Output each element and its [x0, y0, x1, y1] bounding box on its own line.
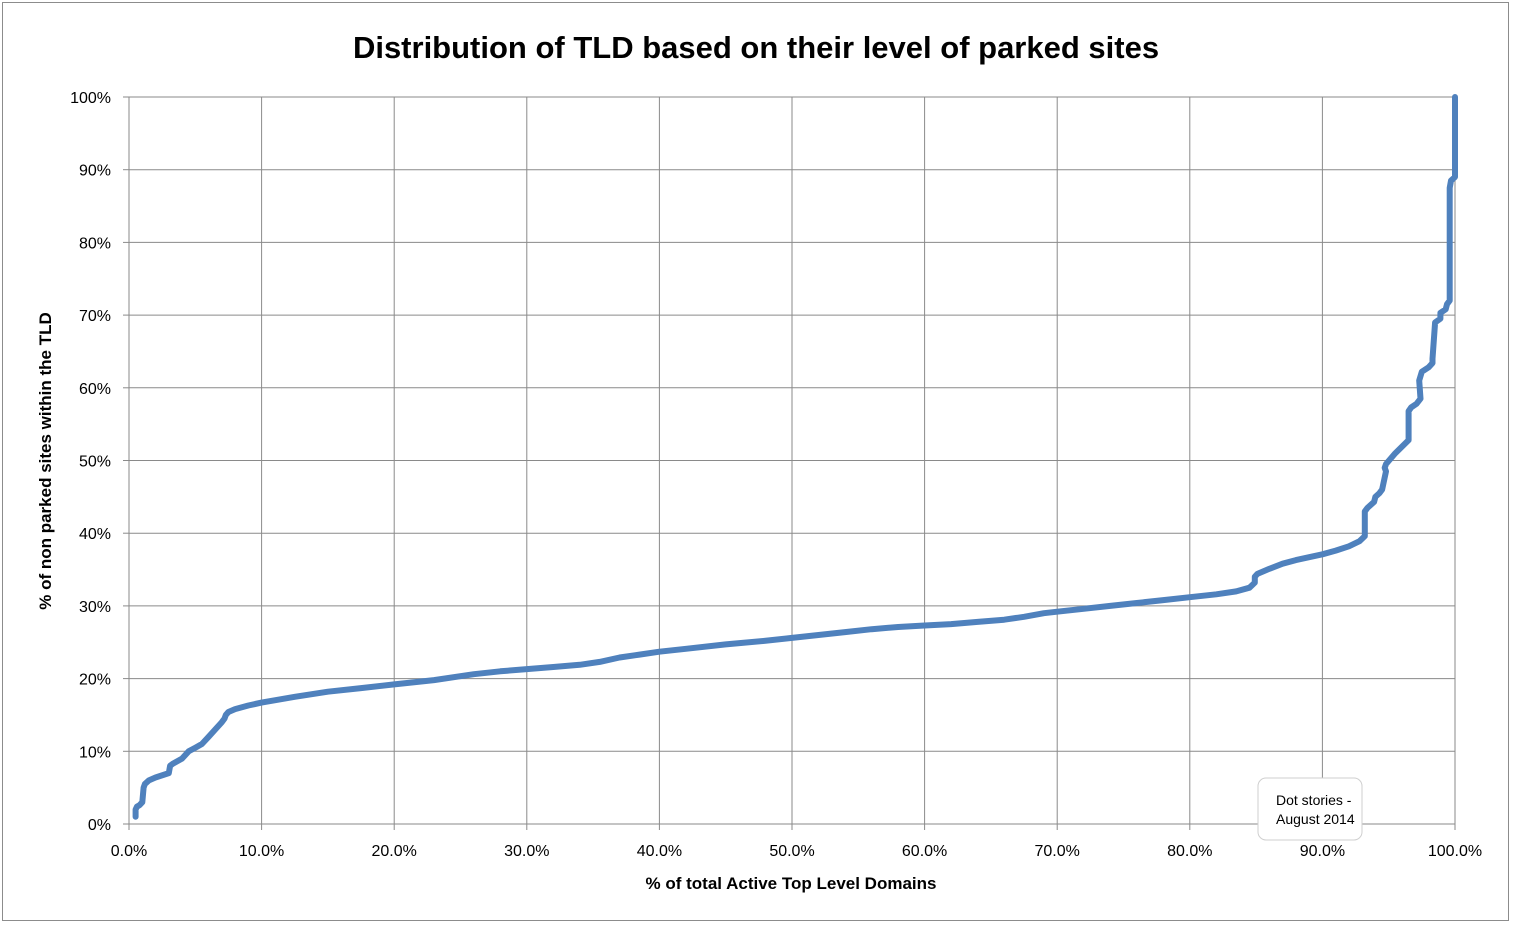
y-tick-label: 80% — [79, 235, 111, 252]
x-tick-label: 80.0% — [1167, 843, 1212, 860]
y-tick-label: 40% — [79, 526, 111, 543]
x-axis-title: % of total Active Top Level Domains — [646, 874, 937, 893]
annotation-note: Dot stories - August 2014 — [1257, 777, 1363, 841]
x-tick-label: 20.0% — [372, 843, 417, 860]
tick-labels: 0.0% 10.0% 20.0% 30.0% 40.0% 50.0% 60.0% 70.0% 8… — [70, 90, 1482, 860]
y-tick-label: 70% — [79, 308, 111, 325]
series-layer — [132, 94, 1458, 820]
annotation-line-2: August 2014 — [1276, 811, 1355, 827]
y-tick-label: 20% — [79, 672, 111, 689]
grid — [123, 96, 1456, 830]
y-tick-label: 0% — [88, 817, 111, 834]
chart-title: Distribution of TLD based on their level… — [353, 30, 1159, 65]
y-tick-label: 50% — [79, 454, 111, 471]
x-tick-label: 10.0% — [239, 843, 284, 860]
x-tick-label: 70.0% — [1035, 843, 1080, 860]
y-tick-label: 100% — [70, 90, 111, 107]
annotation-box — [1257, 777, 1363, 841]
x-tick-label: 60.0% — [902, 843, 947, 860]
y-axis-title: % of non parked sites within the TLD — [36, 312, 55, 610]
x-tick-label: 100.0% — [1428, 843, 1482, 860]
y-tick-label: 30% — [79, 599, 111, 616]
x-tick-label: 90.0% — [1300, 843, 1345, 860]
annotation-line-1: Dot stories - — [1276, 792, 1352, 808]
series-line-0 — [132, 94, 1458, 820]
x-tick-label: 0.0% — [111, 843, 147, 860]
x-tick-label: 50.0% — [769, 843, 814, 860]
x-tick-label: 40.0% — [637, 843, 682, 860]
x-tick-label: 30.0% — [504, 843, 549, 860]
y-tick-label: 10% — [79, 744, 111, 761]
y-tick-label: 90% — [79, 163, 111, 180]
y-tick-label: 60% — [79, 381, 111, 398]
